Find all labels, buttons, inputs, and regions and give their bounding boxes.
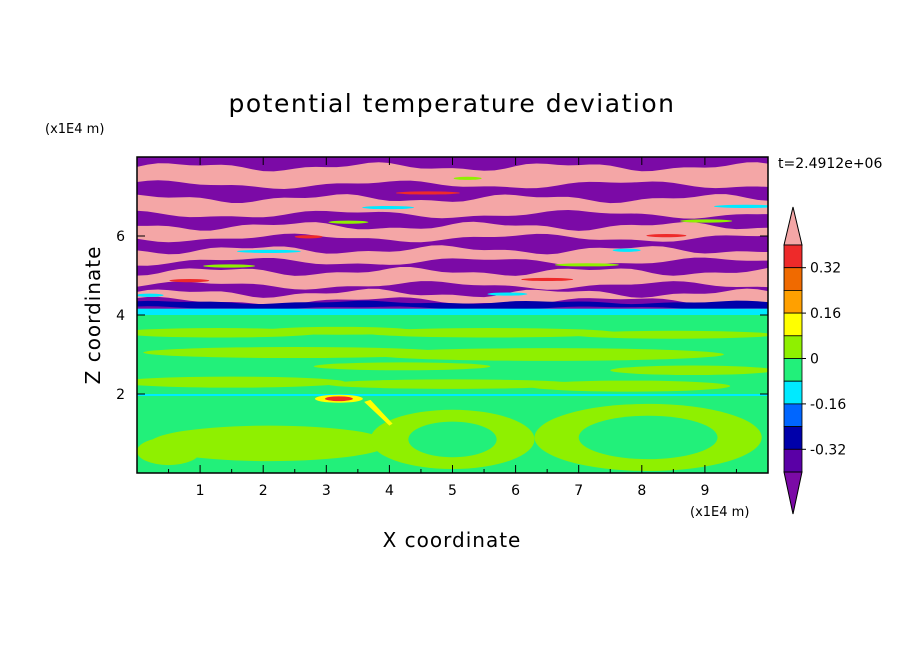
x-axis-label: X coordinate	[383, 528, 522, 552]
positive-patch	[528, 380, 731, 392]
x-tick-label: 3	[322, 483, 331, 499]
contour-band	[137, 221, 768, 243]
x-tick-label: 6	[511, 483, 520, 499]
colorbar-segment	[783, 312, 803, 337]
streak	[487, 292, 528, 296]
streak	[236, 249, 301, 254]
colorbar: 0.32 0.16 0 -0.16 -0.32	[783, 206, 846, 515]
colorbar-tick-label: 0.32	[810, 261, 841, 277]
colorbar-segment	[783, 335, 803, 359]
streak	[203, 264, 256, 268]
contour-band	[137, 266, 768, 290]
colorbar-tick-label: -0.32	[810, 442, 846, 458]
streak	[328, 220, 369, 224]
contour-band	[137, 245, 768, 266]
cyan-layer	[137, 308, 768, 315]
colorbar-segment	[783, 358, 803, 382]
x-tick-label: 4	[385, 483, 394, 499]
colorbar-segment	[783, 244, 803, 269]
colorbar-segment	[783, 289, 803, 314]
colorbar-segment	[783, 448, 803, 473]
x-axis: 1 2 3 4 5 6 7 8 9	[168, 157, 737, 499]
positive-patch	[143, 346, 447, 359]
positive-patch	[313, 362, 491, 371]
y-tick-label: 2	[116, 387, 125, 403]
heatmap-field	[137, 157, 768, 473]
streak	[612, 248, 641, 252]
y-axis: 2 4 6	[116, 229, 768, 403]
positive-patch	[370, 348, 724, 361]
colorbar-extend-min	[783, 471, 803, 515]
streak	[294, 235, 323, 239]
streak	[680, 219, 733, 223]
contour-band	[137, 194, 768, 219]
colorbar-extend-max	[783, 206, 803, 246]
y-axis-unit: (x1E4 m)	[45, 122, 104, 137]
colorbar-segment	[783, 267, 803, 291]
streak	[137, 293, 164, 297]
x-axis-unit: (x1E4 m)	[690, 505, 749, 520]
streak	[453, 176, 482, 180]
cyan-streak	[137, 394, 768, 396]
x-tick-label: 8	[637, 483, 646, 499]
warm-core	[324, 396, 353, 402]
streak	[521, 277, 574, 282]
negative-patch	[578, 415, 718, 460]
positive-patch	[572, 330, 768, 339]
y-tick-label: 6	[116, 229, 125, 245]
positive-patch	[149, 425, 390, 462]
time-label: t=2.4912e+06	[778, 156, 882, 172]
contour-band	[137, 300, 768, 310]
colorbar-tick-label: 0	[810, 352, 819, 368]
warm-plume	[364, 399, 393, 426]
positive-patch	[610, 365, 768, 376]
x-tick-label: 9	[700, 483, 709, 499]
negative-patch	[408, 421, 497, 458]
x-tick-label: 2	[259, 483, 268, 499]
streak	[395, 191, 460, 195]
x-tick-label: 5	[448, 483, 457, 499]
contour-band	[137, 162, 768, 189]
streak	[169, 279, 210, 283]
colorbar-segment	[783, 426, 803, 450]
positive-patch	[137, 376, 346, 388]
streak	[713, 204, 768, 208]
y-axis-label: Z coordinate	[81, 246, 105, 385]
positive-patch	[137, 437, 201, 466]
colorbar-tick-label: -0.16	[810, 397, 846, 413]
streak	[646, 234, 687, 238]
chart-title: potential temperature deviation	[229, 89, 676, 118]
colorbar-segment	[783, 403, 803, 427]
streak	[554, 263, 619, 267]
y-tick-label: 4	[116, 308, 125, 324]
x-tick-label: 1	[196, 483, 205, 499]
streak	[362, 205, 415, 210]
x-tick-label: 7	[574, 483, 583, 499]
positive-patch	[326, 379, 579, 389]
positive-patch	[364, 328, 617, 338]
colorbar-tick-label: 0.16	[810, 306, 841, 322]
colorbar-segment	[783, 380, 803, 405]
contour-band	[137, 288, 768, 306]
